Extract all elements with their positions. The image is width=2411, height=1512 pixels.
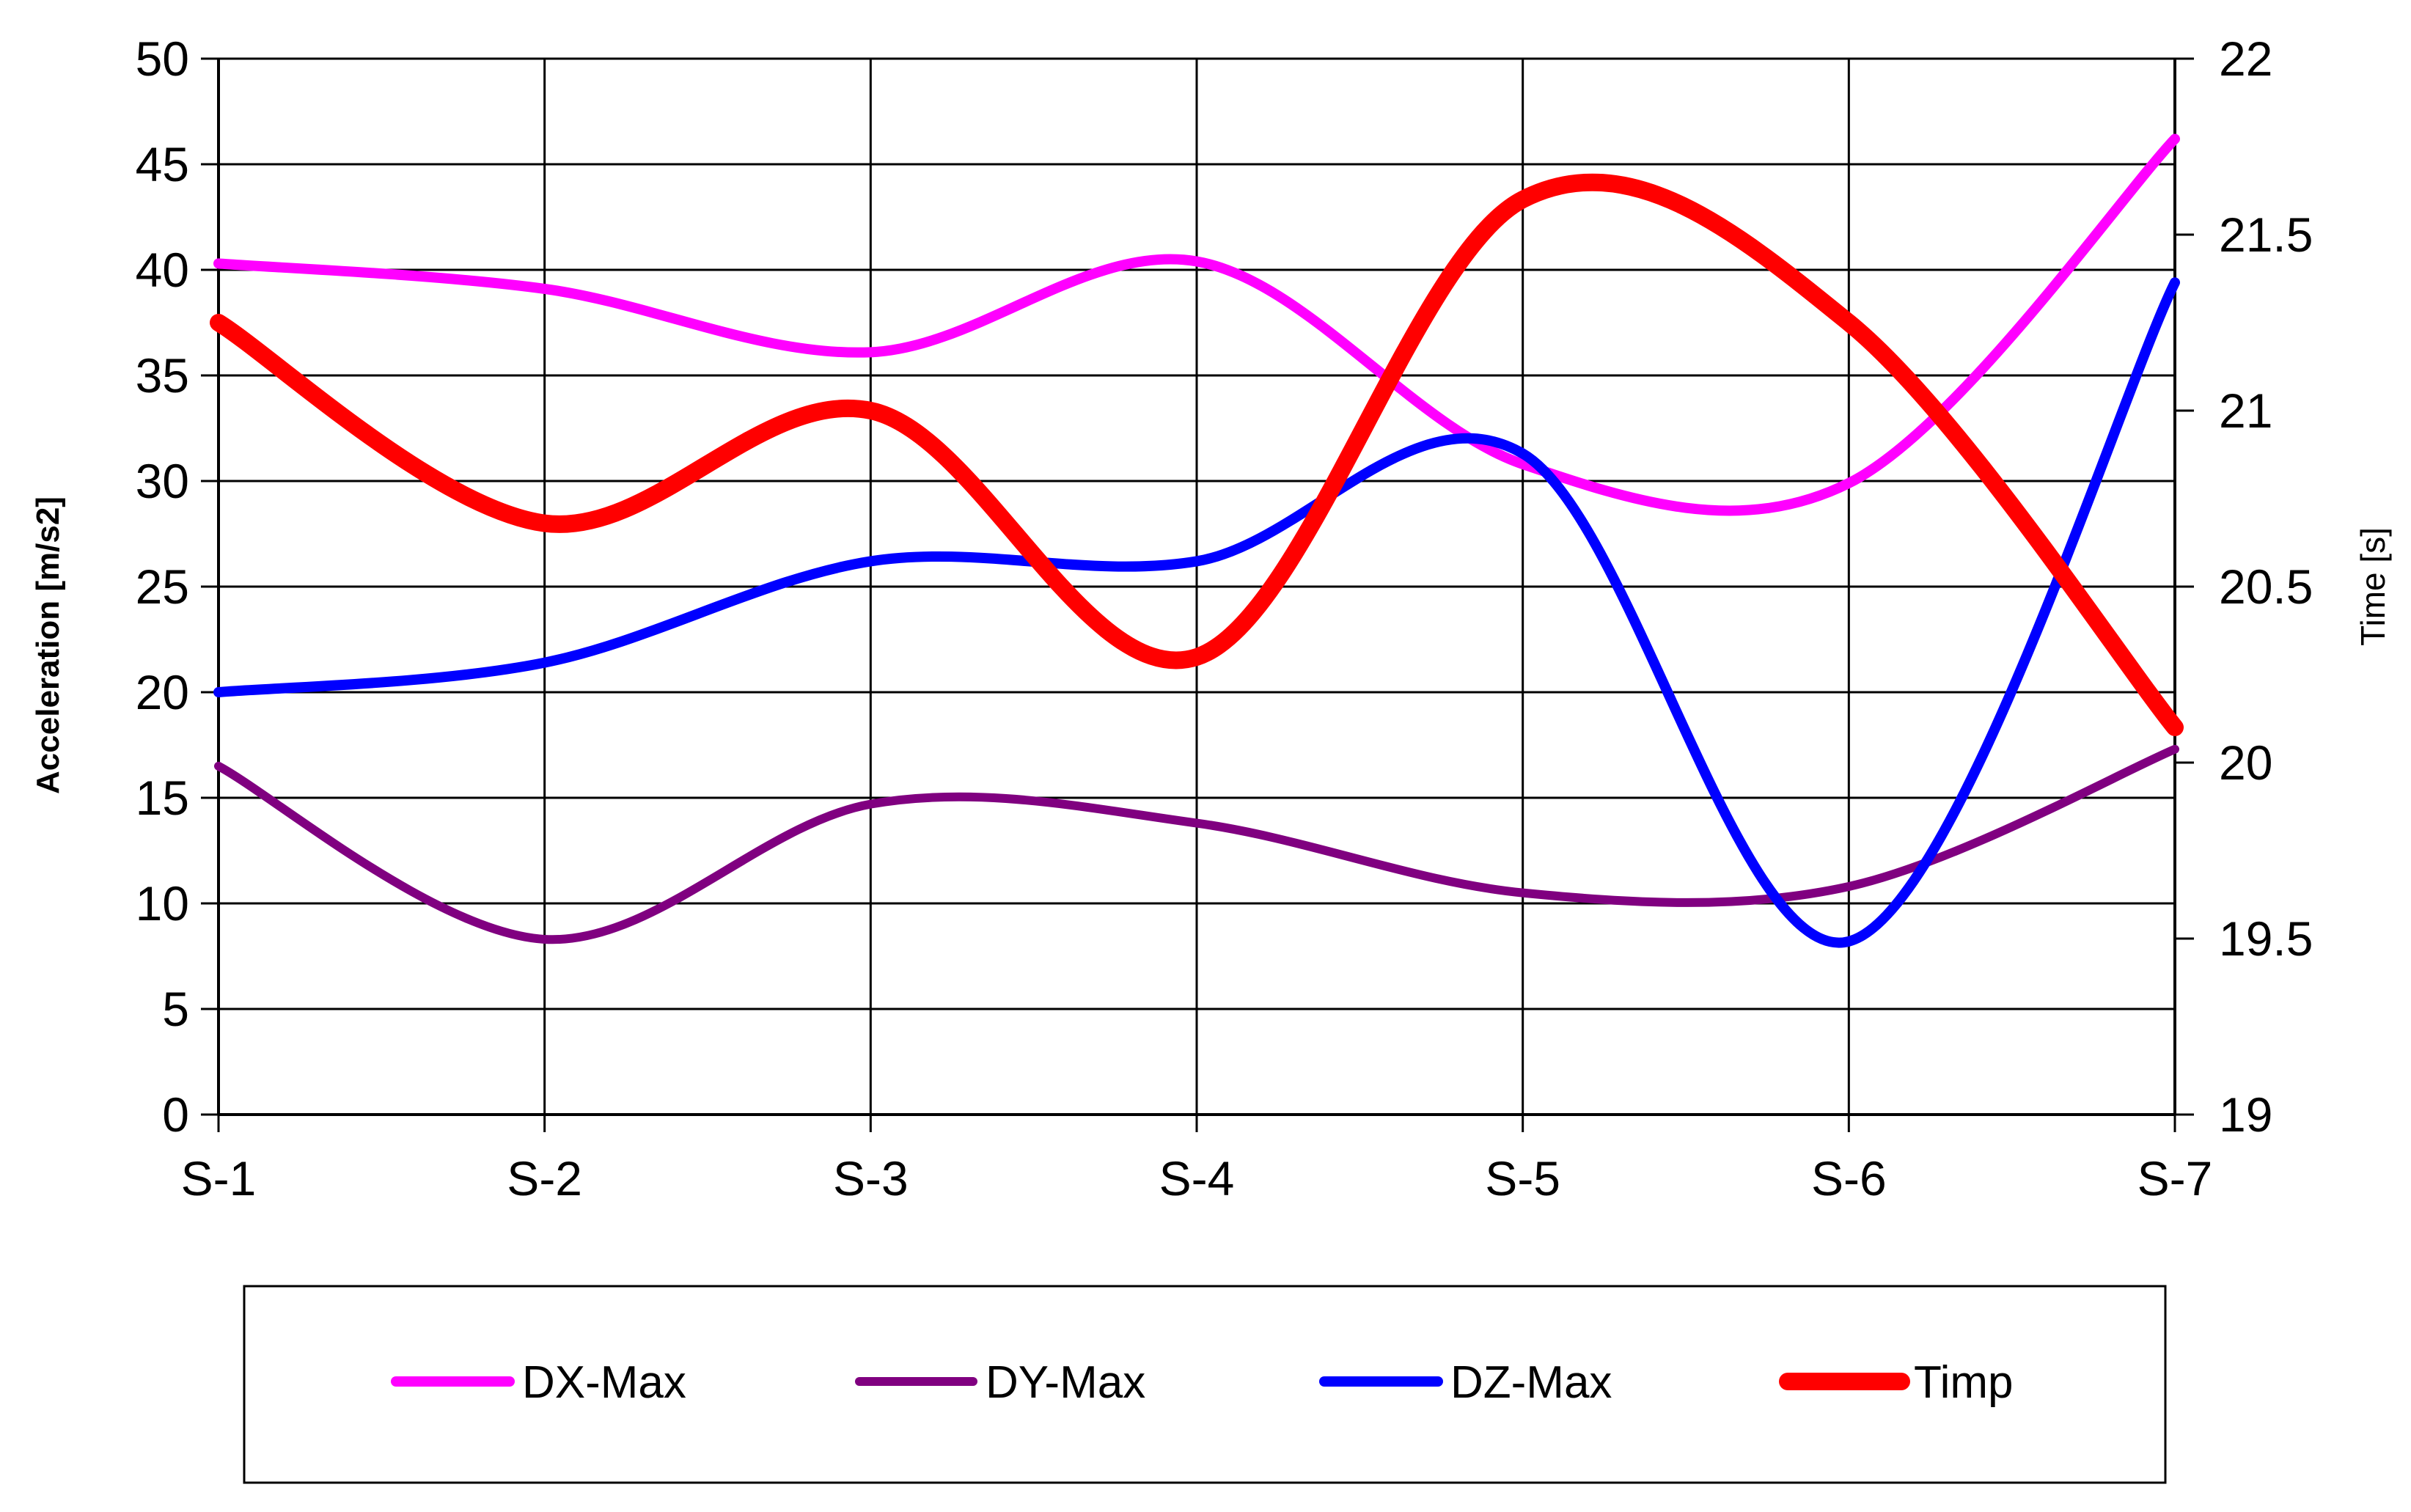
series-lines: [210, 133, 2184, 948]
left-tick-label: 20: [136, 665, 189, 719]
right-tick-label: 21: [2219, 383, 2272, 438]
left-tick-label: 5: [162, 982, 189, 1036]
legend: DX-Max DY-Max DZ-Max Timp: [243, 1285, 2167, 1484]
left-tick-label: 10: [136, 876, 189, 931]
left-tick-label: 40: [136, 243, 189, 297]
legend-label-dx-max: DX-Max: [522, 1357, 686, 1408]
left-tick-label: 25: [136, 559, 189, 614]
y-axis-title-right: Time [s]: [2354, 527, 2392, 646]
right-axis-ticks: 19 19.5 20 20.5 21 21.5 22: [2175, 32, 2313, 1142]
x-tick-label: S-7: [2137, 1151, 2213, 1205]
right-tick-label: 20: [2219, 735, 2272, 790]
right-tick-label: 22: [2219, 32, 2272, 86]
x-tick-label: S-3: [833, 1151, 909, 1205]
left-tick-label: 35: [136, 348, 189, 403]
y-axis-title-left: Acceleration [m/s2]: [30, 496, 66, 794]
right-tick-label: 19.5: [2219, 911, 2313, 966]
series-line-dy-max: [214, 744, 2179, 944]
right-tick-label: 21.5: [2219, 208, 2313, 262]
left-tick-label: 50: [136, 32, 189, 86]
left-tick-label: 0: [162, 1087, 189, 1142]
left-tick-label: 45: [136, 137, 189, 191]
x-axis-ticks: S-1 S-2 S-3 S-4 S-5 S-6 S-7: [181, 1115, 2213, 1205]
legend-label-timp: Timp: [1914, 1357, 2013, 1408]
left-tick-label: 15: [136, 771, 189, 825]
legend-label-dz-max: DZ-Max: [1450, 1357, 1612, 1408]
right-tick-label: 20.5: [2219, 559, 2313, 614]
x-tick-label: S-5: [1485, 1151, 1560, 1205]
gridlines: [217, 57, 2176, 1116]
left-axis-ticks: 0 5 10 15 20 25 30 35 40 45 50: [136, 32, 219, 1142]
right-tick-label: 19: [2219, 1087, 2272, 1142]
series-line-timp: [210, 173, 2184, 736]
x-tick-label: S-4: [1159, 1151, 1235, 1205]
x-tick-label: S-6: [1811, 1151, 1887, 1205]
x-tick-label: S-1: [181, 1151, 257, 1205]
left-tick-label: 30: [136, 454, 189, 508]
series-line-dx-max: [213, 133, 2180, 516]
legend-label-dy-max: DY-Max: [986, 1357, 1145, 1408]
x-tick-label: S-2: [507, 1151, 582, 1205]
